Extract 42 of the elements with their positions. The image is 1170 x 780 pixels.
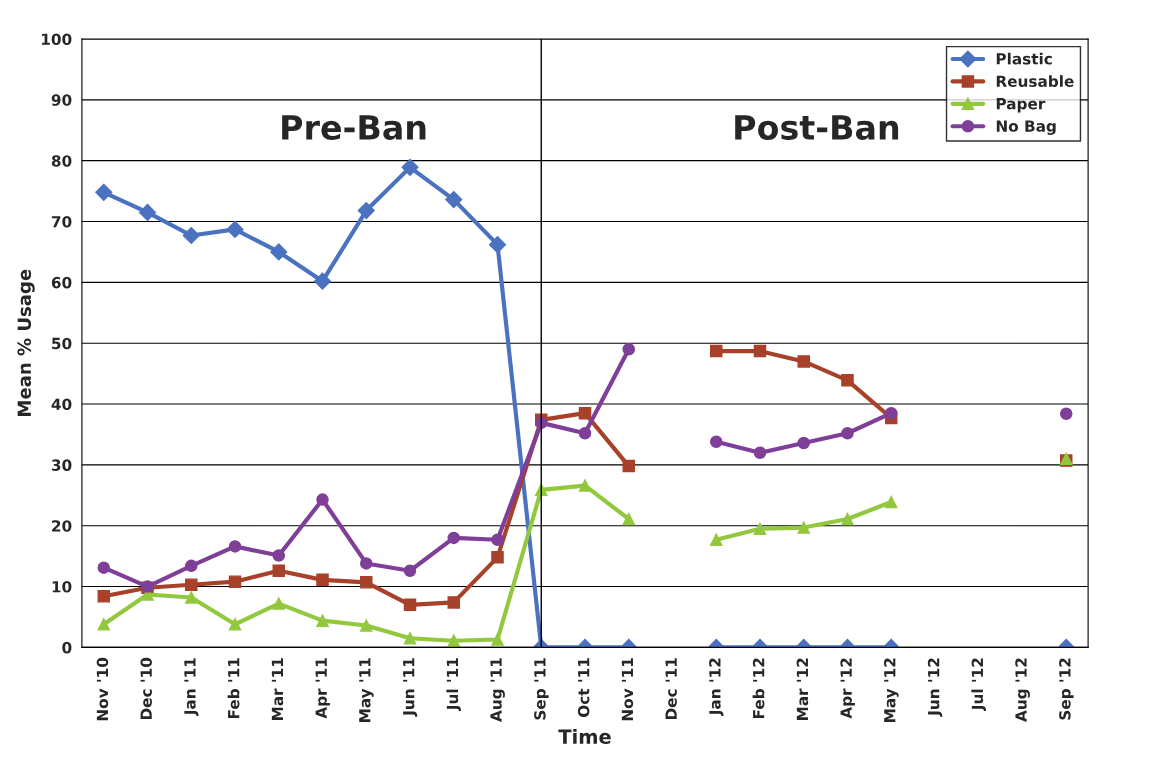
- x-tick-label: Nov '11: [621, 658, 634, 721]
- x-tick-label: Jul '11: [446, 658, 462, 712]
- x-tick-label: Jan '11: [184, 658, 199, 717]
- x-tick-label: Nov '10: [96, 657, 109, 721]
- x-tick-label: May '12: [883, 658, 899, 722]
- legend-label: Paper: [996, 98, 1046, 113]
- x-tick-label: Aug '12: [1015, 658, 1030, 722]
- legend-label: Reusable: [996, 75, 1074, 87]
- legend-label: No Bag: [996, 120, 1056, 135]
- y-tick-label: 10: [52, 581, 72, 593]
- y-tick-label: 80: [51, 155, 72, 167]
- x-tick-label: Apr '11: [315, 658, 330, 719]
- x-axis-title: Time: [558, 728, 611, 744]
- x-tick-label: Jun '12: [927, 658, 943, 717]
- y-tick-label: 100: [42, 33, 72, 46]
- y-axis-title: Mean % Usage: [17, 269, 35, 416]
- x-tick-label: May '11: [359, 658, 374, 722]
- x-tick-label: Aug '11: [490, 658, 505, 722]
- y-tick-label: 40: [51, 398, 72, 411]
- x-tick-label: Sep '11: [534, 658, 549, 720]
- y-tick-label: 0: [62, 641, 72, 654]
- x-tick-label: Dec '10: [140, 657, 152, 720]
- x-tick-label: Sep '12: [1059, 658, 1074, 720]
- x-tick-label: Dec '11: [665, 658, 677, 720]
- y-tick-label: 70: [51, 215, 72, 228]
- y-tick-label: 20: [52, 520, 72, 532]
- y-tick-label: 50: [52, 337, 72, 350]
- x-tick-label: Feb '12: [752, 658, 765, 719]
- y-tick-label: 30: [51, 459, 72, 471]
- annotation: Post-Ban: [735, 115, 899, 140]
- x-tick-label: Oct '11: [577, 658, 590, 717]
- x-tick-label: Feb '11: [227, 658, 240, 719]
- x-tick-label: Mar '11: [271, 658, 284, 721]
- legend-label: Plastic: [996, 52, 1052, 65]
- x-tick-label: Jun '11: [403, 658, 418, 717]
- y-tick-label: 60: [51, 276, 72, 289]
- x-tick-label: Jul '12: [971, 658, 986, 712]
- x-tick-label: Apr '12: [840, 658, 855, 719]
- y-tick-label: 90: [51, 94, 72, 106]
- x-tick-label: Jan '12: [709, 658, 724, 717]
- x-tick-label: Mar '12: [796, 658, 809, 721]
- annotation: Pre-Ban: [282, 115, 426, 140]
